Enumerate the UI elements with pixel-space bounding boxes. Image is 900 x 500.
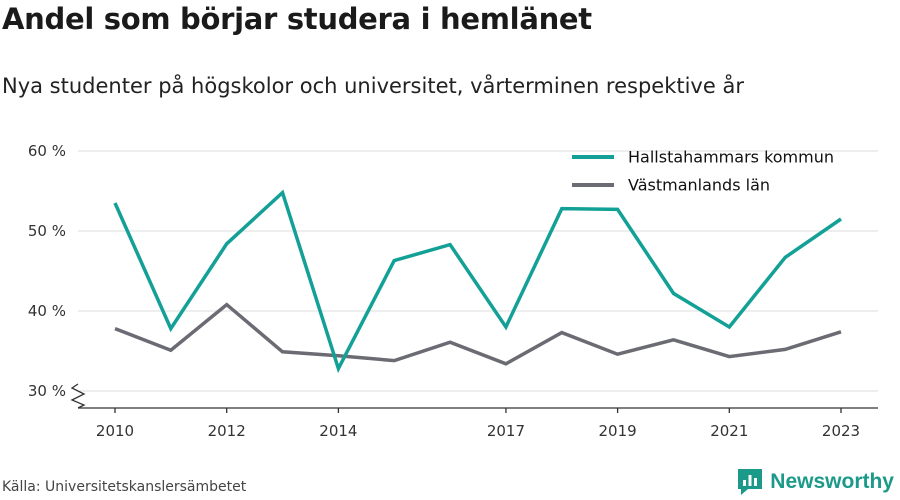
series-line-1 (114, 302, 842, 366)
chart-subtitle: Nya studenter på högskolor och universit… (2, 74, 744, 98)
x-tick-label: 2019 (599, 422, 637, 440)
gridlines (78, 150, 878, 392)
newsworthy-logo-icon (738, 469, 763, 495)
y-tick-label: 30 % (28, 382, 66, 400)
source-note: Källa: Universitetskanslersämbetet (2, 479, 247, 495)
chart-title: Andel som börjar studera i hemlänet (2, 2, 592, 36)
x-tick-label: 2023 (822, 422, 860, 440)
series-line-0 (113, 189, 842, 374)
x-tick-label: 2012 (208, 422, 246, 440)
brand-name: Newsworthy (770, 470, 894, 493)
x-tick-label: 2021 (710, 422, 748, 440)
x-axis: 2010 2012 2014 2017 2019 2021 2023 (78, 407, 878, 440)
y-tick-label: 50 % (28, 222, 66, 240)
y-axis: 30 % 40 % 50 % 60 % (28, 142, 86, 409)
legend-label: Västmanlands län (628, 176, 770, 195)
axis-break-icon (70, 383, 86, 409)
brand-logo: Newsworthy (736, 467, 894, 497)
x-tick-label: 2010 (96, 422, 134, 440)
legend-label: Hallstahammars kommun (628, 148, 834, 167)
y-tick-label: 60 % (28, 142, 66, 160)
x-tick-label: 2014 (319, 422, 357, 440)
series-lines (113, 189, 842, 374)
y-tick-label: 40 % (28, 302, 66, 320)
legend: Hallstahammars kommun Västmanlands län (572, 148, 834, 195)
x-tick-label: 2017 (487, 422, 525, 440)
